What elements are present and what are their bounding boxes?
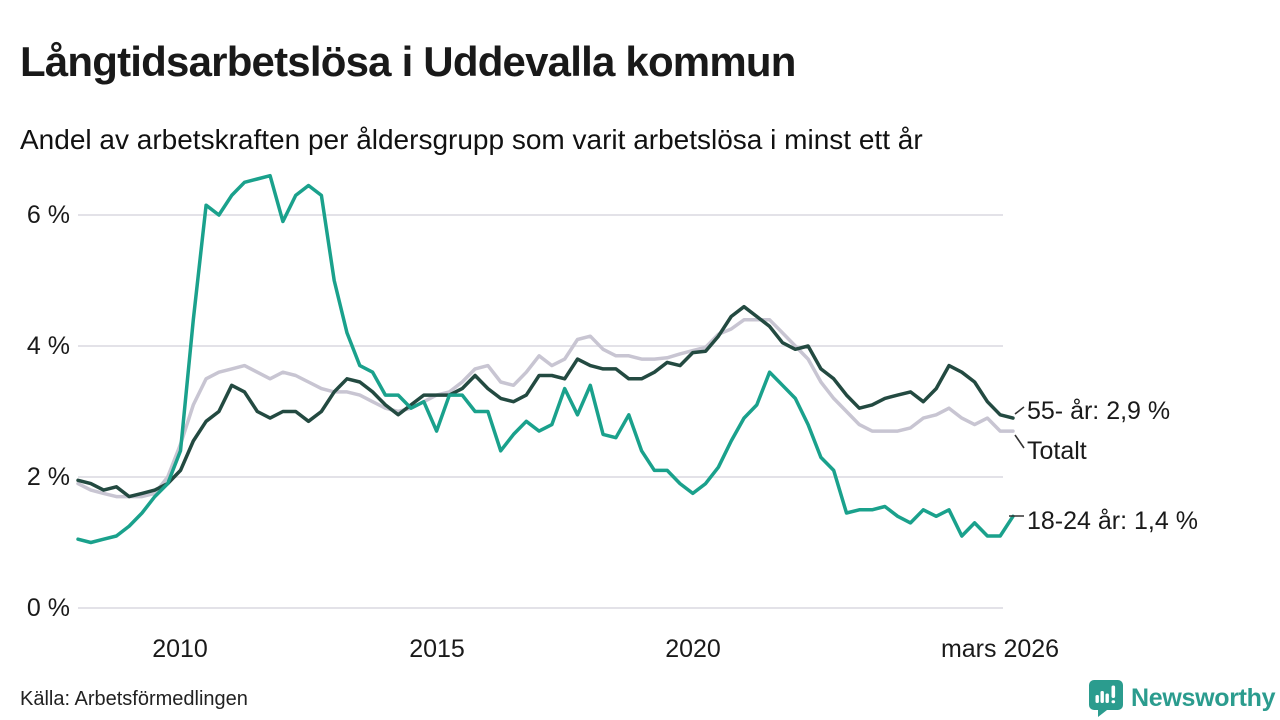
- x-tick-label: mars 2026: [940, 635, 1060, 663]
- series-annotation-totalt: Totalt: [1027, 437, 1087, 465]
- x-tick-label: 2020: [665, 635, 721, 663]
- series-annotation-18-24: 18-24 år: 1,4 %: [1027, 507, 1198, 535]
- x-tick-label: 2010: [152, 635, 208, 663]
- chart-subtitle: Andel av arbetskraften per åldersgrupp s…: [20, 124, 923, 155]
- page-title: Långtidsarbetslösa i Uddevalla kommun: [20, 38, 796, 86]
- x-tick-label: 2015: [409, 635, 465, 663]
- series-annotation-55: 55- år: 2,9 %: [1027, 397, 1171, 425]
- y-tick-label: 0 %: [26, 594, 70, 622]
- y-tick-label: 2 %: [26, 463, 70, 491]
- logo-wordmark: Newsworthy: [1131, 684, 1276, 712]
- newsworthy-logo: Newsworthy: [1089, 680, 1276, 717]
- source-note: Källa: Arbetsförmedlingen: [20, 688, 248, 710]
- speech-bubble-bar-chart-icon: [1089, 680, 1123, 717]
- y-tick-label: 6 %: [26, 201, 70, 229]
- y-tick-label: 4 %: [26, 332, 70, 360]
